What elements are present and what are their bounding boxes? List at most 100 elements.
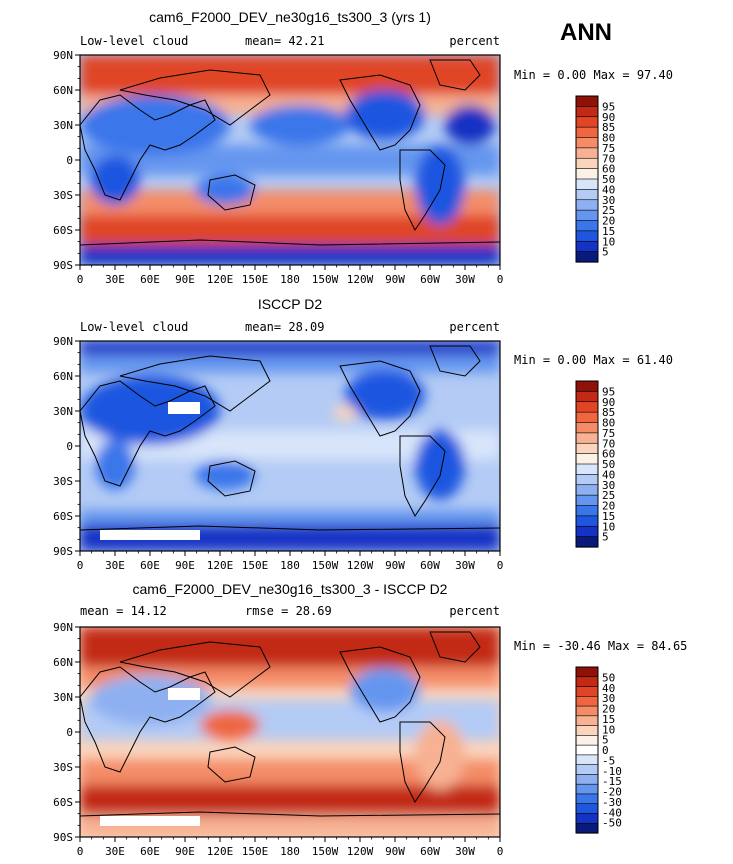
colorbar-label: 5 xyxy=(602,734,609,747)
x-tick-label: 0 xyxy=(497,845,504,858)
colorbar-box xyxy=(575,391,599,403)
minmax-label: Min = -30.46 Max = 84.65 xyxy=(514,639,687,653)
x-tick-label: 30E xyxy=(105,559,125,572)
x-tick-label: 120E xyxy=(207,559,234,572)
colorbar-box xyxy=(575,178,599,190)
colorbar-box xyxy=(575,442,599,455)
colorbar-box xyxy=(575,813,599,824)
colorbar-label: 5 xyxy=(602,531,609,544)
colorbar-box xyxy=(575,126,599,139)
y-tick-label: 90N xyxy=(53,335,73,348)
map-axes: 0 30E 60E 90E 120E 150E 180 150W 120W 90W 60W 30W 09… xyxy=(53,49,503,286)
x-tick-label: 90W xyxy=(385,559,405,572)
x-tick-label: 90E xyxy=(175,559,195,572)
colorbar-box xyxy=(575,525,599,538)
colorbar-label: 10 xyxy=(602,520,615,533)
colorbar-label: 60 xyxy=(602,163,615,176)
colorbar-label: 0 xyxy=(602,744,609,757)
colorbar-box xyxy=(575,725,599,736)
y-tick-label: 60S xyxy=(53,224,73,237)
colorbar-box xyxy=(575,822,599,834)
colorbar-label: 50 xyxy=(602,458,615,471)
x-tick-label: 90E xyxy=(175,845,195,858)
x-tick-label: 150W xyxy=(312,559,339,572)
colorbar-label: 25 xyxy=(602,204,615,217)
colorbar-box xyxy=(575,147,599,159)
colorbar-box xyxy=(575,735,599,746)
x-tick-label: 60W xyxy=(420,559,440,572)
x-tick-label: 0 xyxy=(77,273,84,286)
mean-label: mean = 14.12 xyxy=(80,604,167,618)
y-tick-label: 60N xyxy=(53,84,73,97)
colorbar-label: 40 xyxy=(602,468,615,481)
colorbar-box xyxy=(575,754,599,766)
colorbar-label: 90 xyxy=(602,396,615,409)
x-tick-label: 30E xyxy=(105,273,125,286)
colorbar-label: 80 xyxy=(602,132,615,145)
units-label: percent xyxy=(449,604,500,618)
y-tick-label: 90N xyxy=(53,49,73,62)
colorbar-label: 30 xyxy=(602,479,615,492)
x-tick-label: 0 xyxy=(77,559,84,572)
colorbar-box xyxy=(575,189,599,201)
x-tick-label: 180 xyxy=(280,273,300,286)
colorbar-label: 95 xyxy=(602,100,615,113)
panel-title: cam6_F2000_DEV_ne30g16_ts300_3 - ISCCP D… xyxy=(133,581,448,597)
colorbar-label: 85 xyxy=(602,406,615,419)
y-tick-label: 60N xyxy=(53,370,73,383)
colorbar-frame xyxy=(575,380,599,548)
y-tick-label: 90S xyxy=(53,831,73,844)
x-tick-label: 150E xyxy=(242,273,269,286)
colorbar-label: 10 xyxy=(602,235,615,248)
colorbar-frame xyxy=(575,666,599,834)
x-tick-label: 60E xyxy=(140,273,160,286)
colorbar-box xyxy=(575,116,599,128)
colorbar-label: -15 xyxy=(602,775,622,788)
colorbar-box xyxy=(575,803,599,815)
colorbar-box xyxy=(575,686,599,697)
colorbar-label: 40 xyxy=(602,682,615,695)
colorbar-box xyxy=(575,157,599,170)
colorbar-box xyxy=(575,411,599,424)
y-tick-label: 30S xyxy=(53,761,73,774)
colorbar-box xyxy=(575,744,599,756)
panel-title: ISCCP D2 xyxy=(258,296,323,312)
colorbar-box xyxy=(575,95,599,107)
map-field xyxy=(79,54,501,266)
x-tick-label: 60E xyxy=(140,845,160,858)
x-tick-label: 120W xyxy=(347,559,374,572)
colorbar-box xyxy=(575,484,599,496)
mean-label: mean= 28.09 xyxy=(245,320,324,334)
colorbar-label: 95 xyxy=(602,385,615,398)
colorbar-label: 80 xyxy=(602,417,615,430)
colorbar-label: 5 xyxy=(602,246,609,259)
colorbar-box xyxy=(575,793,599,805)
colorbar-label: 50 xyxy=(602,671,615,684)
colorbar-label: 20 xyxy=(602,500,615,513)
colorbar-label: 25 xyxy=(602,489,615,502)
x-tick-label: 150W xyxy=(312,845,339,858)
x-tick-label: 150E xyxy=(242,559,269,572)
x-tick-label: 30W xyxy=(455,559,475,572)
colorbar-box xyxy=(575,251,599,263)
units-label: percent xyxy=(449,320,500,334)
x-tick-label: 30E xyxy=(105,845,125,858)
colorbar-label: 40 xyxy=(602,183,615,196)
colorbar-box xyxy=(575,676,599,688)
colorbar-label: 30 xyxy=(602,692,615,705)
x-tick-label: 120E xyxy=(207,845,234,858)
colorbar-box xyxy=(575,453,599,465)
colorbar-box xyxy=(575,220,599,232)
colorbar-box xyxy=(575,764,599,776)
colorbar-box xyxy=(575,774,599,785)
colorbar-label: -10 xyxy=(602,765,622,778)
colorbar-box xyxy=(575,695,599,707)
y-tick-label: 60S xyxy=(53,796,73,809)
x-tick-label: 30W xyxy=(455,845,475,858)
colorbar-label: -40 xyxy=(602,806,622,819)
panel-difference: cam6_F2000_DEV_ne30g16_ts300_3 - ISCCP D… xyxy=(79,581,687,838)
colorbar-box xyxy=(575,137,599,149)
y-tick-label: 30N xyxy=(53,119,73,132)
panel-model: cam6_F2000_DEV_ne30g16_ts300_3 (yrs 1) L… xyxy=(79,9,673,266)
